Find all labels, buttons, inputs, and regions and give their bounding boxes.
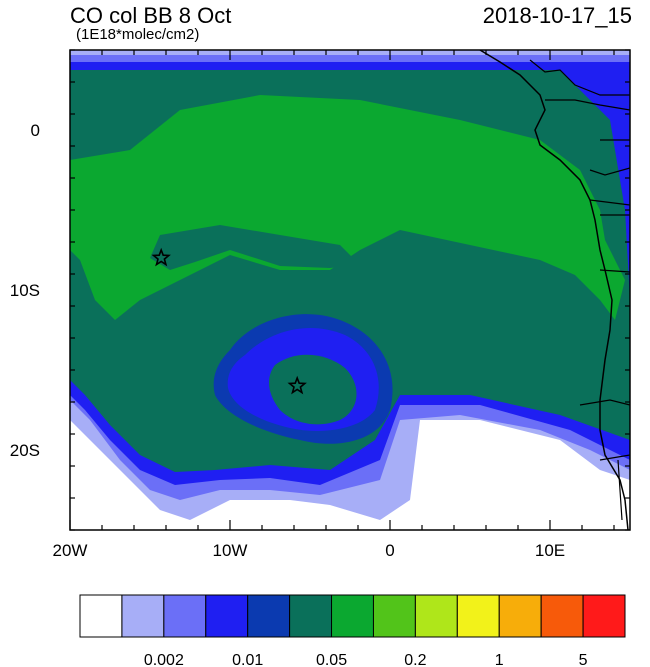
y-tick-label: 0	[31, 121, 40, 140]
colorbar-label: 1	[495, 652, 504, 667]
colorbar-label: 0.01	[232, 652, 263, 667]
colorbar-box	[205, 594, 249, 638]
x-tick-label: 10E	[535, 541, 565, 560]
concentration-field	[70, 50, 630, 530]
star-icon	[287, 375, 307, 395]
x-tick-label: 20W	[53, 541, 88, 560]
colorbar-box	[414, 594, 458, 638]
star-icon	[151, 247, 171, 267]
coastline	[479, 50, 629, 530]
colorbar-box	[372, 594, 416, 638]
colorbar-label: 5	[579, 652, 588, 667]
y-tick-label: 10S	[10, 281, 40, 300]
x-tick-label: 0	[385, 541, 394, 560]
colorbar: 0.002 0.01 0.05 0.2 1 5	[79, 594, 626, 667]
band-green	[70, 95, 625, 320]
colorbar-box	[289, 594, 333, 638]
colorbar-box	[163, 594, 207, 638]
colorbar-box	[247, 594, 291, 638]
axis-ticks: 20W 10W 0 10E 0 10S 20S	[10, 49, 630, 560]
colorbar-box	[121, 594, 165, 638]
colorbar-box	[498, 594, 542, 638]
colorbar-label: 0.002	[144, 652, 184, 667]
colorbar-box	[79, 594, 123, 638]
timestamp: 2018-10-17_15	[482, 3, 632, 28]
colorbar-box	[540, 594, 584, 638]
x-tick-label: 10W	[213, 541, 248, 560]
colorbar-box	[331, 594, 374, 638]
y-tick-label: 20S	[10, 441, 40, 460]
colorbar-label: 0.2	[404, 652, 426, 667]
eddy-core-teal	[268, 354, 357, 425]
star-markers	[151, 247, 307, 395]
map-units: (1E18*molec/cm2)	[76, 26, 200, 43]
map-title: CO col BB 8 Oct	[70, 3, 232, 28]
colorbar-box	[456, 594, 500, 638]
country-borders	[529, 59, 630, 521]
colorbar-label: 0.05	[316, 652, 347, 667]
band-inner-teal	[150, 225, 360, 270]
plot-frame	[69, 49, 631, 531]
colorbar-box	[582, 594, 626, 638]
